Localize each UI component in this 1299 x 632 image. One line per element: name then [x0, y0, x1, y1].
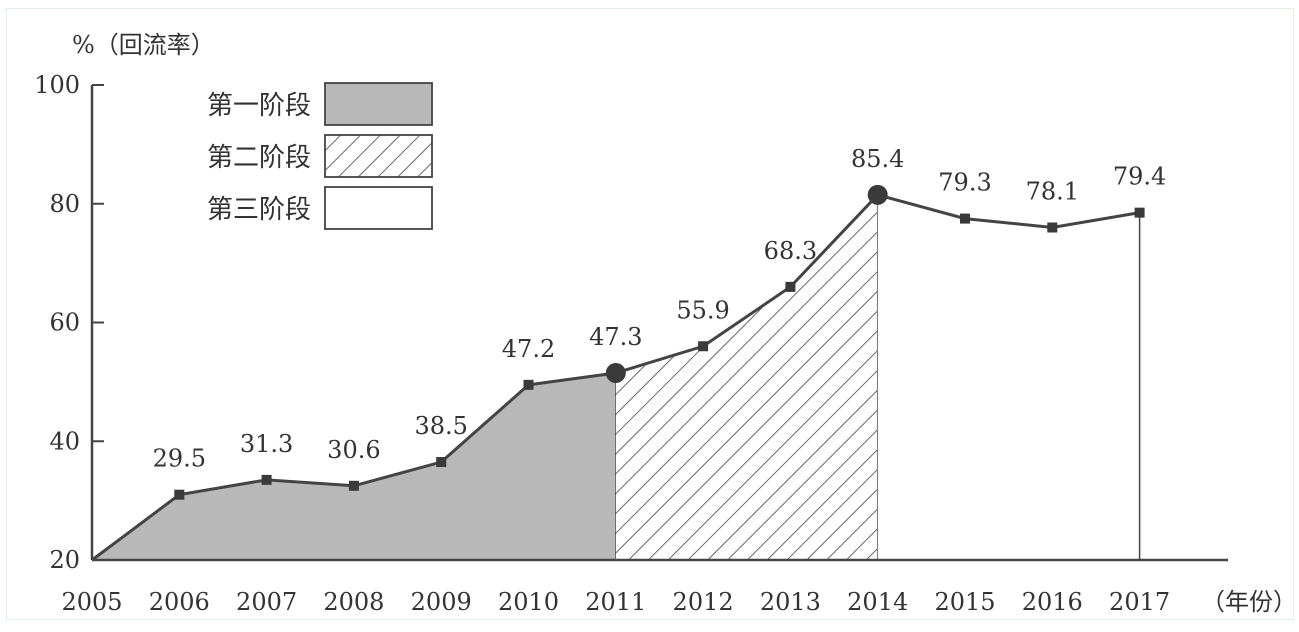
- y-tick-label: 40: [49, 427, 80, 455]
- x-tick-label: 2017: [1109, 588, 1170, 616]
- y-tick-label: 100: [34, 71, 80, 99]
- y-tick-label: 20: [49, 546, 80, 574]
- chart-frame: [6, 8, 1294, 620]
- x-tick-label: 2005: [61, 588, 122, 616]
- x-tick-label: 2014: [847, 588, 908, 616]
- data-label: 47.2: [502, 335, 555, 363]
- data-point: [1134, 207, 1145, 218]
- data-label: 55.9: [676, 296, 729, 324]
- legend-label-1: 第一阶段: [207, 91, 311, 121]
- x-tick-label: 2009: [411, 588, 472, 616]
- stage-area-2: [615, 194, 878, 560]
- stage-area-3: [877, 194, 1140, 560]
- data-point: [1047, 222, 1058, 233]
- legend-label-3: 第三阶段: [207, 195, 311, 225]
- x-tick-label: 2011: [585, 588, 646, 616]
- data-point-emphasized: [605, 362, 626, 383]
- data-label: 68.3: [764, 237, 817, 265]
- data-label: 79.3: [938, 169, 991, 197]
- data-label: 38.5: [414, 412, 467, 440]
- legend-swatch-2: [324, 134, 433, 178]
- data-label: 85.4: [851, 145, 904, 173]
- x-tick-label: 2012: [673, 588, 734, 616]
- stage-area-1: [92, 372, 616, 560]
- data-label: 29.5: [153, 445, 206, 473]
- x-tick-label: 2006: [149, 588, 210, 616]
- data-point: [436, 457, 447, 468]
- data-point: [174, 489, 185, 500]
- x-tick-label: 2007: [236, 588, 297, 616]
- y-tick-label: 80: [49, 190, 80, 218]
- data-point: [698, 341, 709, 352]
- data-label: 79.4: [1113, 163, 1166, 191]
- data-point: [960, 213, 970, 224]
- data-point-emphasized: [867, 184, 888, 205]
- legend-swatch-3: [324, 186, 433, 230]
- data-point: [523, 379, 534, 390]
- data-point: [348, 480, 359, 491]
- data-label: 47.3: [589, 323, 642, 351]
- x-tick-label: 2013: [760, 588, 821, 616]
- x-axis-title: （年份）: [1201, 588, 1297, 616]
- data-label: 30.6: [327, 436, 380, 464]
- legend-swatch-1: [324, 82, 433, 126]
- y-tick-label: 60: [49, 309, 80, 337]
- data-label: 78.1: [1026, 178, 1079, 206]
- x-tick-label: 2016: [1022, 588, 1083, 616]
- data-label: 31.3: [240, 430, 293, 458]
- legend-label-2: 第二阶段: [207, 143, 311, 173]
- x-tick-label: 2010: [498, 588, 559, 616]
- data-point: [785, 281, 796, 292]
- x-tick-label: 2008: [323, 588, 384, 616]
- x-tick-label: 2015: [934, 588, 995, 616]
- y-axis-title: %（回流率）: [72, 31, 215, 59]
- data-point: [261, 474, 272, 485]
